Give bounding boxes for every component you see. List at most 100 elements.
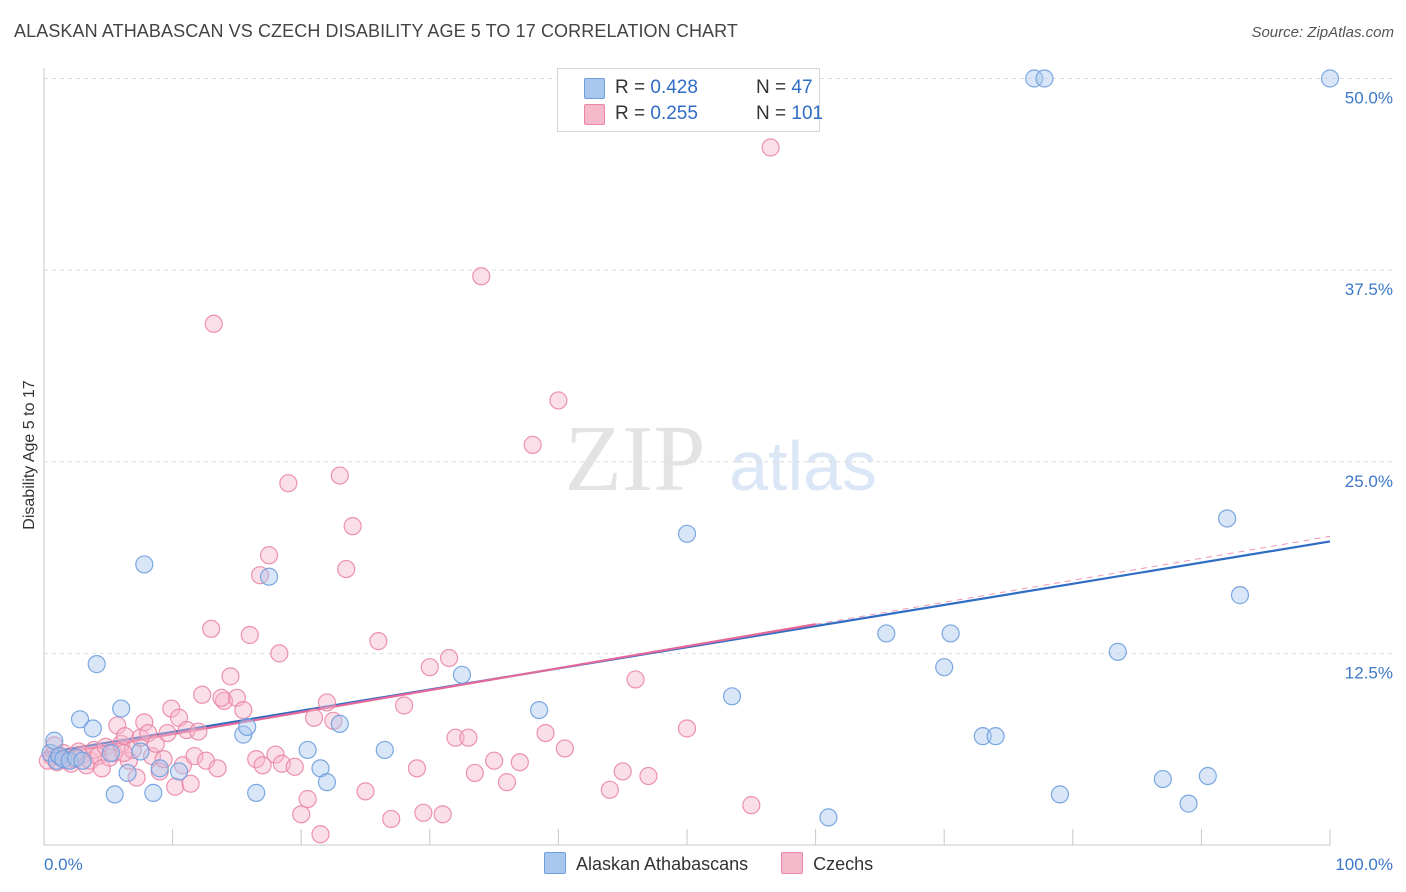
point-czech <box>382 809 401 829</box>
point-alaskan <box>935 658 954 677</box>
point-czech <box>208 759 227 778</box>
point-czech <box>270 644 289 663</box>
point-alaskan <box>941 624 960 643</box>
point-czech <box>369 632 388 651</box>
point-alaskan <box>877 624 896 643</box>
point-czech <box>337 559 356 579</box>
point-alaskan <box>70 710 90 729</box>
point-alaskan <box>101 743 120 763</box>
point-czech <box>677 719 697 738</box>
y-tick-label: 37.5% <box>1345 280 1393 299</box>
point-alaskan <box>118 763 137 783</box>
point-czech <box>317 693 337 712</box>
point-czech <box>162 699 181 718</box>
point-czech <box>510 753 529 772</box>
grid-lines <box>44 78 1395 654</box>
point-czech <box>407 759 427 778</box>
point-czech <box>181 774 200 793</box>
point-czech <box>166 777 185 796</box>
point-czech <box>497 773 517 792</box>
point-czech <box>472 267 491 286</box>
point-alaskan <box>973 727 992 746</box>
point-czech <box>459 728 478 747</box>
trend-line-czech <box>43 623 816 758</box>
legend-swatch-blue <box>544 852 566 874</box>
point-alaskan <box>87 655 106 674</box>
point-czech <box>185 746 204 766</box>
point-czech <box>549 391 568 410</box>
point-czech <box>304 708 324 727</box>
point-alaskan <box>1198 766 1217 786</box>
tick-labels: 12.5% 25.0% 37.5% 50.0% 0.0% 100.0% <box>44 89 1393 875</box>
point-alaskan <box>73 751 92 770</box>
correlation-legend: R = 0.428 N = 47 R = 0.255 N = 101 <box>557 68 824 132</box>
point-alaskan <box>677 524 697 543</box>
legend-item-czech: Czechs <box>781 852 873 875</box>
point-alaskan <box>530 700 549 720</box>
point-alaskan <box>1035 69 1054 88</box>
point-czech <box>446 728 465 747</box>
point-czech <box>465 763 484 783</box>
legend-n-label: N = <box>756 77 792 98</box>
trend-extension-czech <box>815 535 1331 625</box>
point-czech <box>394 696 414 715</box>
point-alaskan <box>986 727 1005 746</box>
point-czech <box>250 566 270 585</box>
point-czech <box>177 720 196 740</box>
legend-swatch-pink <box>584 104 605 125</box>
point-alaskan <box>1108 642 1127 661</box>
point-czech <box>311 825 330 844</box>
point-czech <box>127 768 146 787</box>
trend-lines <box>43 535 1331 758</box>
point-czech <box>158 723 177 743</box>
point-alaskan <box>169 762 189 781</box>
point-alaskan <box>1050 785 1070 804</box>
legend-r-value: 0.255 <box>650 103 698 124</box>
point-alaskan <box>452 665 472 684</box>
point-czech <box>600 780 619 799</box>
point-alaskan <box>1153 769 1172 789</box>
point-alaskan <box>247 783 266 802</box>
point-czech <box>330 466 349 485</box>
point-czech <box>639 766 658 786</box>
point-alaskan <box>1320 69 1340 88</box>
point-czech <box>613 762 632 781</box>
point-alaskan <box>105 785 124 804</box>
watermark-zip: ZIP <box>565 407 706 511</box>
point-alaskan <box>83 719 102 738</box>
point-czech <box>221 667 240 686</box>
point-alaskan <box>375 740 394 760</box>
point-alaskan <box>45 731 64 750</box>
point-alaskan <box>819 808 838 827</box>
point-czech <box>189 722 208 741</box>
point-alaskan <box>317 773 337 792</box>
point-czech <box>742 796 761 815</box>
legend-r-value: 0.428 <box>650 77 698 98</box>
point-czech <box>292 805 311 824</box>
legend-r-label: R = <box>615 77 651 98</box>
point-czech <box>240 625 259 645</box>
point-czech <box>204 314 223 333</box>
legend-swatch-blue <box>584 78 605 99</box>
point-alaskan <box>1179 794 1198 813</box>
point-czech <box>356 782 375 801</box>
point-czech <box>414 803 433 822</box>
series-legend: Alaskan Athabascans Czechs <box>544 852 901 875</box>
point-czech <box>212 688 231 707</box>
legend-r-label: R = <box>615 103 651 124</box>
point-alaskan <box>259 567 279 586</box>
point-czech <box>420 658 439 677</box>
point-czech <box>523 435 542 454</box>
point-czech <box>439 648 459 668</box>
point-czech <box>536 723 555 743</box>
legend-n-value: 101 <box>791 103 824 124</box>
point-czech <box>285 757 304 776</box>
point-alaskan <box>1230 586 1250 605</box>
point-czech <box>202 619 221 638</box>
source-label: Source: ZipAtlas.com <box>1251 24 1394 41</box>
data-points <box>38 69 1340 844</box>
point-czech <box>626 670 645 689</box>
axes <box>43 68 1331 846</box>
point-czech <box>146 734 165 753</box>
y-tick-label: 50.0% <box>1345 89 1393 108</box>
